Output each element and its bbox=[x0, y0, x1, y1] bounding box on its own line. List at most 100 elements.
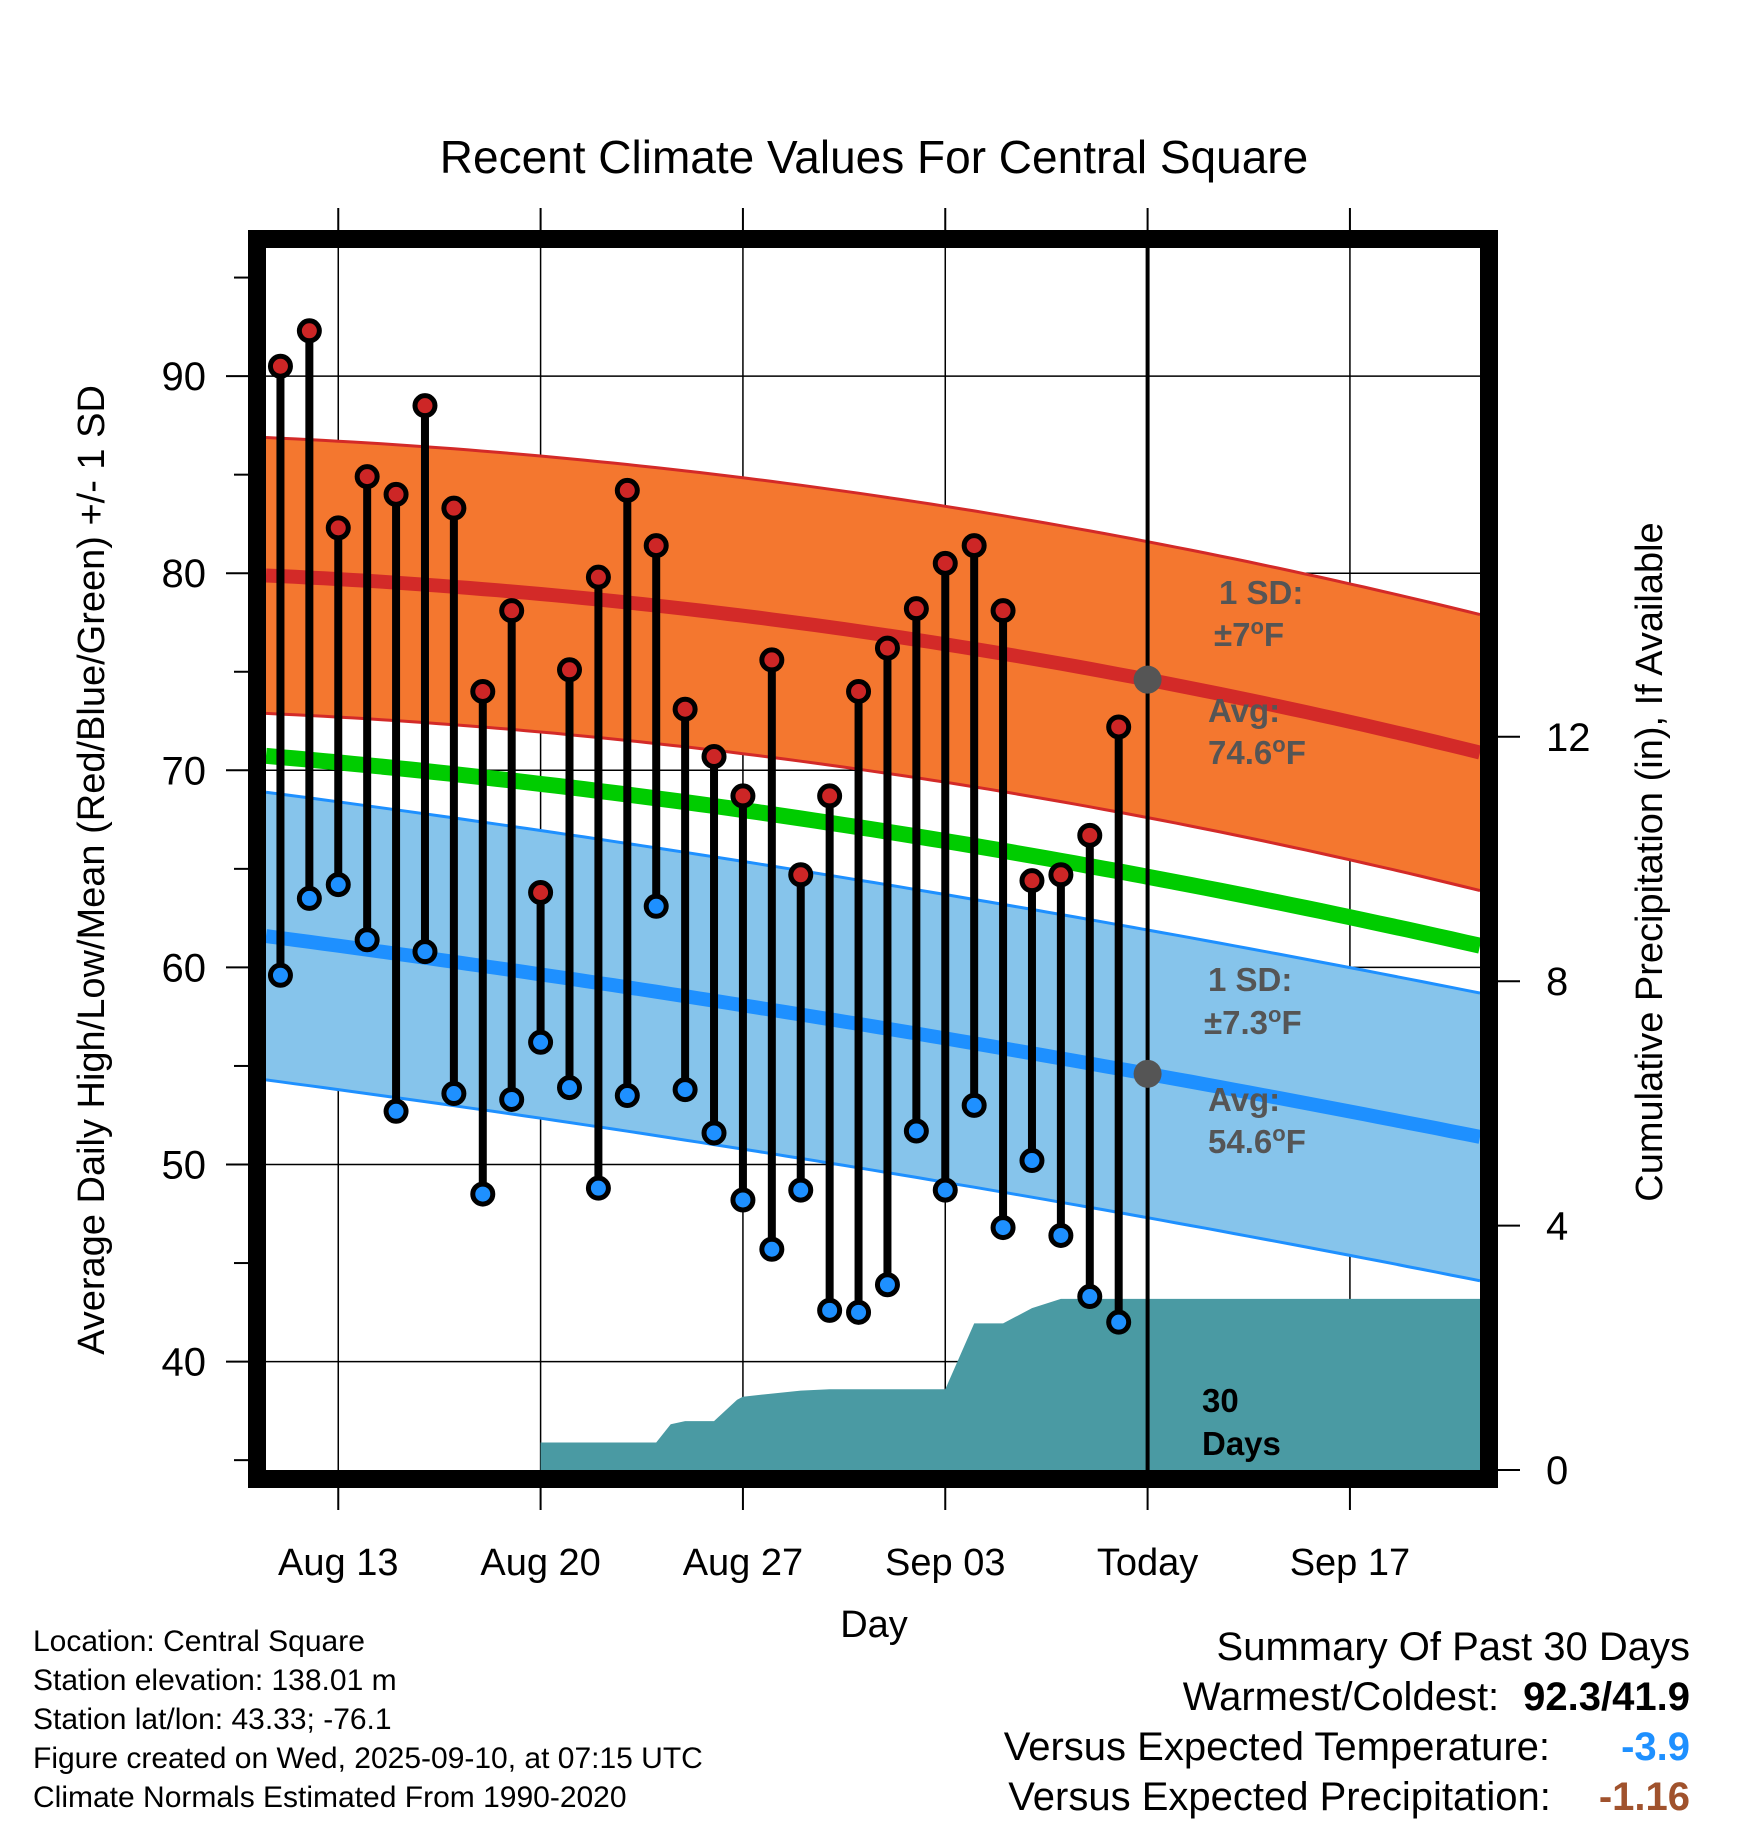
daily-low-marker bbox=[585, 1175, 611, 1201]
degree-sign: o bbox=[1272, 1121, 1285, 1146]
high-band-edge-lower bbox=[266, 711, 1480, 892]
daily-high-marker bbox=[1048, 862, 1074, 888]
daily-low-marker bbox=[296, 885, 322, 911]
daily-high-marker bbox=[846, 678, 872, 704]
location-text: Location: Central Square bbox=[33, 1625, 365, 1658]
today-high-normal-dot bbox=[1133, 665, 1162, 694]
y-axis-label-left: Average Daily High/Low/Mean (Red/Blue/Gr… bbox=[71, 385, 113, 1355]
daily-high-marker bbox=[1106, 714, 1132, 740]
daily-low-marker bbox=[643, 893, 669, 919]
y2-tick-label: 4 bbox=[1546, 1205, 1568, 1249]
x-tick-label: Sep 17 bbox=[1290, 1542, 1410, 1584]
high-band-edge-upper bbox=[266, 436, 1480, 617]
daily-low-marker bbox=[412, 939, 438, 965]
y2-tick-label: 12 bbox=[1546, 716, 1591, 760]
daily-high-marker bbox=[874, 635, 900, 661]
daily-low-marker bbox=[672, 1077, 698, 1103]
y-tick-label: 90 bbox=[162, 355, 207, 399]
warm-cold-label: Warmest/Coldest: bbox=[1182, 1675, 1500, 1719]
station-info: Location: Central Square Station elevati… bbox=[33, 1622, 703, 1817]
daily-low-marker bbox=[557, 1075, 582, 1101]
daily-high-marker bbox=[585, 564, 611, 590]
plot-inner bbox=[266, 248, 1480, 1470]
summary-temp: Versus Expected Temperature: -3.9 bbox=[1004, 1722, 1690, 1772]
low-band-edge-lower bbox=[266, 1078, 1480, 1283]
low-band-edge-upper bbox=[266, 790, 1480, 995]
y-tick-label: 70 bbox=[162, 749, 207, 793]
daily-high-marker bbox=[1077, 822, 1103, 848]
daily-low-marker bbox=[1019, 1148, 1045, 1174]
precip-label: Versus Expected Precipitation: bbox=[1008, 1775, 1551, 1819]
x-tick-label: Aug 20 bbox=[480, 1542, 600, 1584]
y-tick-label: 40 bbox=[162, 1341, 207, 1385]
summary-warm-cold: Warmest/Coldest: 92.3/41.9 bbox=[1004, 1672, 1690, 1722]
daily-low-marker bbox=[788, 1177, 814, 1203]
daily-high-marker bbox=[296, 318, 322, 344]
daily-low-marker bbox=[961, 1092, 987, 1118]
y-tick-label: 50 bbox=[162, 1144, 207, 1188]
daily-high-marker bbox=[383, 481, 409, 507]
daily-low-marker bbox=[932, 1177, 958, 1203]
x-axis-label: Day bbox=[840, 1604, 908, 1646]
daily-high-marker bbox=[672, 696, 698, 722]
daily-low-marker bbox=[354, 927, 380, 953]
degree-sign: o bbox=[1272, 732, 1285, 757]
daily-high-marker bbox=[441, 495, 467, 521]
degree-sign: o bbox=[1250, 614, 1263, 639]
normal-high-line bbox=[266, 568, 1480, 760]
daily-low-marker bbox=[817, 1297, 843, 1323]
precip-days-word: Days bbox=[1202, 1425, 1281, 1462]
daily-high-marker bbox=[701, 744, 727, 770]
low-sd-label: 1 SD: bbox=[1208, 961, 1292, 998]
high-avg-label: Avg: bbox=[1208, 692, 1280, 729]
precip-area bbox=[540, 1298, 1480, 1470]
y2-tick-label: 8 bbox=[1546, 960, 1568, 1004]
y-tick-label: 60 bbox=[162, 946, 207, 990]
temp-unit: F bbox=[1281, 1004, 1301, 1041]
temp-unit: F bbox=[1286, 734, 1306, 771]
daily-low-marker bbox=[759, 1236, 785, 1262]
daily-low-marker bbox=[730, 1187, 756, 1213]
daily-low-marker bbox=[499, 1086, 525, 1112]
x-tick-label: Aug 13 bbox=[278, 1542, 398, 1584]
daily-low-marker bbox=[325, 872, 351, 898]
normals-text: Climate Normals Estimated From 1990-2020 bbox=[33, 1781, 627, 1814]
daily-high-marker bbox=[730, 783, 756, 809]
daily-high-marker bbox=[643, 533, 669, 559]
daily-high-marker bbox=[325, 515, 351, 541]
high-sd-value: ±7oF bbox=[1214, 614, 1284, 653]
today-low-normal-dot bbox=[1133, 1059, 1162, 1088]
precip-value: -1.16 bbox=[1598, 1775, 1690, 1819]
low-avg-label: Avg: bbox=[1208, 1081, 1280, 1118]
temp-value: -3.9 bbox=[1621, 1725, 1690, 1769]
y-tick-label: 80 bbox=[162, 552, 207, 596]
daily-low-marker bbox=[990, 1215, 1016, 1241]
y2-tick-label: 0 bbox=[1546, 1449, 1568, 1493]
daily-high-marker bbox=[267, 353, 293, 379]
y-axis-label-right: Cumulative Precipitation (in), If Availa… bbox=[1629, 522, 1671, 1201]
daily-high-marker bbox=[932, 550, 958, 576]
daily-low-marker bbox=[903, 1118, 929, 1144]
daily-high-marker bbox=[354, 464, 380, 490]
temp-label: Versus Expected Temperature: bbox=[1003, 1725, 1550, 1769]
low-sd-value: ±7.3oF bbox=[1204, 1002, 1302, 1041]
x-tick-label: Today bbox=[1097, 1542, 1198, 1584]
daily-low-marker bbox=[701, 1120, 727, 1146]
elevation-text: Station elevation: 138.01 m bbox=[33, 1664, 397, 1697]
daily-low-marker bbox=[267, 962, 293, 988]
daily-high-marker bbox=[614, 477, 640, 503]
daily-low-marker bbox=[846, 1299, 872, 1325]
daily-low-marker bbox=[1106, 1309, 1132, 1335]
low-avg-value: 54.6oF bbox=[1208, 1121, 1306, 1160]
daily-high-marker bbox=[817, 783, 843, 809]
x-tick-label: Sep 03 bbox=[885, 1542, 1005, 1584]
daily-low-marker bbox=[441, 1081, 467, 1107]
summary-title: Summary Of Past 30 Days bbox=[1216, 1625, 1690, 1669]
daily-high-marker bbox=[990, 598, 1016, 624]
daily-low-marker bbox=[528, 1029, 554, 1055]
daily-high-marker bbox=[1019, 868, 1045, 894]
daily-low-marker bbox=[470, 1181, 496, 1207]
created-text: Figure created on Wed, 2025-09-10, at 07… bbox=[33, 1742, 703, 1775]
daily-high-marker bbox=[788, 862, 814, 888]
